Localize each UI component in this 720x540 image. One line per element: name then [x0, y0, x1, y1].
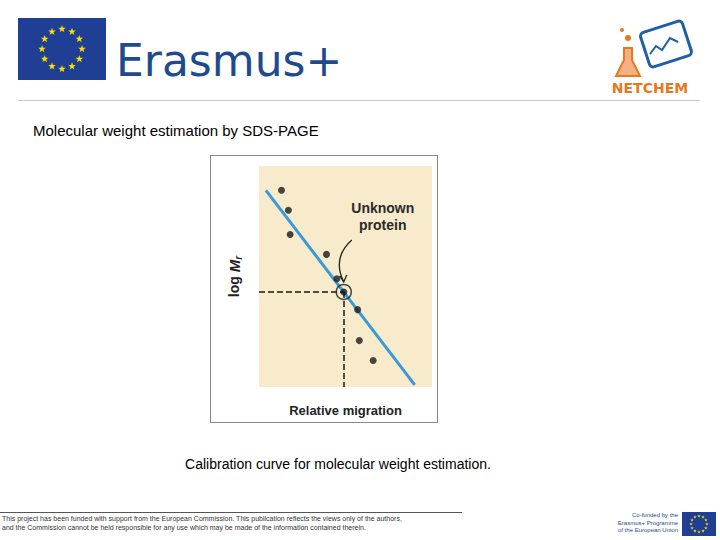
- svg-text:Unknown: Unknown: [351, 200, 414, 216]
- html-text:This project has been funded w: This project has been funded with suppor…: [2, 515, 402, 522]
- html-text:NETCHEM: NETCHEM: [611, 80, 689, 96]
- html-text:Erasmus+ Programme: Erasmus+ Programme: [617, 519, 678, 526]
- html-text:Molecular weight estimation by: Molecular weight estimation by SDS-PAGE: [33, 122, 319, 139]
- html-text:of the European Union: of the European Union: [618, 527, 678, 533]
- html-text:Calibration curve for molecula: Calibration curve for molecular weight e…: [185, 456, 491, 472]
- svg-text:r: r: [233, 255, 244, 260]
- svg-text:M: M: [226, 259, 243, 272]
- svg-text:protein: protein: [359, 217, 406, 233]
- html-text:Co-funded by the: Co-funded by the: [632, 512, 678, 518]
- svg-text:Relative migration: Relative migration: [289, 403, 402, 418]
- svg-text:log: log: [226, 272, 242, 297]
- html-text:and the Commission cannot be h: and the Commission cannot be held respon…: [2, 524, 366, 531]
- html-text:Erasmus+: Erasmus+: [116, 35, 343, 86]
